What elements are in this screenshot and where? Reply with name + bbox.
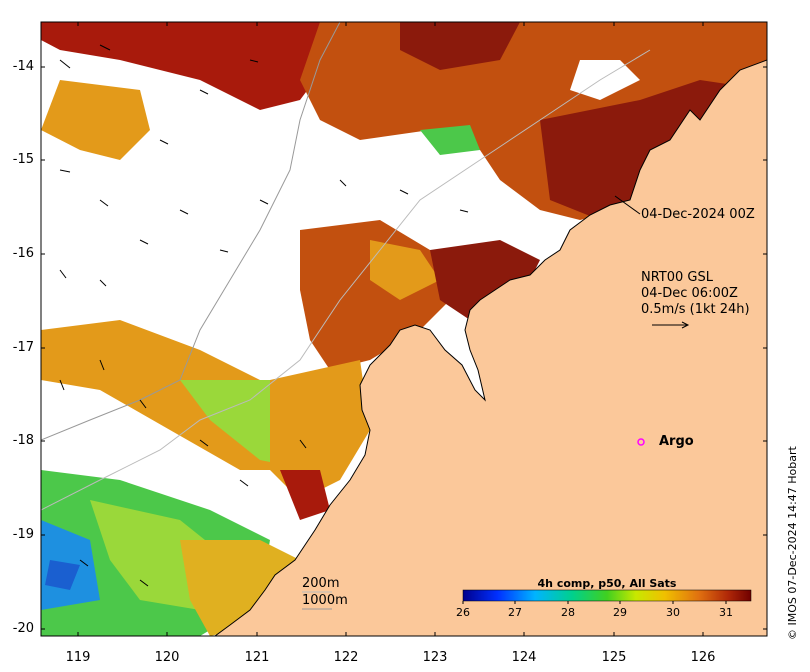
composite-date-label: 04-Dec-2024 00Z <box>641 207 755 222</box>
current-time-label: 04-Dec 06:00Z <box>641 286 738 301</box>
contour-1000m <box>41 22 341 441</box>
sst-patches <box>41 22 767 636</box>
colorbar-tick: 27 <box>508 606 522 619</box>
lat-tick: -14 <box>12 59 34 74</box>
contour-200m <box>41 49 651 511</box>
lat-tick: -18 <box>12 433 34 448</box>
lon-tick: 125 <box>601 650 627 665</box>
colorbar-tick: 31 <box>719 606 733 619</box>
lon-tick: 120 <box>154 650 180 665</box>
lat-tick: -15 <box>12 152 34 167</box>
lon-tick: 124 <box>511 650 537 665</box>
depth-200-label: 200m <box>302 576 340 591</box>
axis-ticks <box>41 22 767 636</box>
credit-text: © IMOS 07-Dec-2024 14:47 Hobart <box>786 446 799 640</box>
plot-frame <box>40 21 768 637</box>
depth-1000-label: 1000m <box>302 593 348 608</box>
colorbar-tick: 28 <box>561 606 575 619</box>
lat-tick: -17 <box>12 340 34 355</box>
current-scale-label: 0.5m/s (1kt 24h) <box>641 302 750 317</box>
lon-tick: 126 <box>690 650 716 665</box>
land-mass <box>215 60 767 636</box>
argo-label: Argo <box>659 434 694 449</box>
colorbar-tick: 29 <box>613 606 627 619</box>
colorbar-title: 4h comp, p50, All Sats <box>537 577 677 590</box>
lat-tick: -16 <box>12 246 34 261</box>
colorbar <box>462 589 752 602</box>
lon-tick: 119 <box>65 650 91 665</box>
lat-tick: -20 <box>12 621 34 636</box>
lon-tick: 122 <box>333 650 359 665</box>
colorbar-tick: 26 <box>456 606 470 619</box>
lon-tick: 123 <box>422 650 448 665</box>
lat-tick: -19 <box>12 527 34 542</box>
current-vectors <box>59 44 469 587</box>
argo-marker <box>637 438 645 446</box>
lon-tick: 121 <box>244 650 270 665</box>
colorbar-tick: 30 <box>666 606 680 619</box>
current-source-label: NRT00 GSL <box>641 270 713 285</box>
